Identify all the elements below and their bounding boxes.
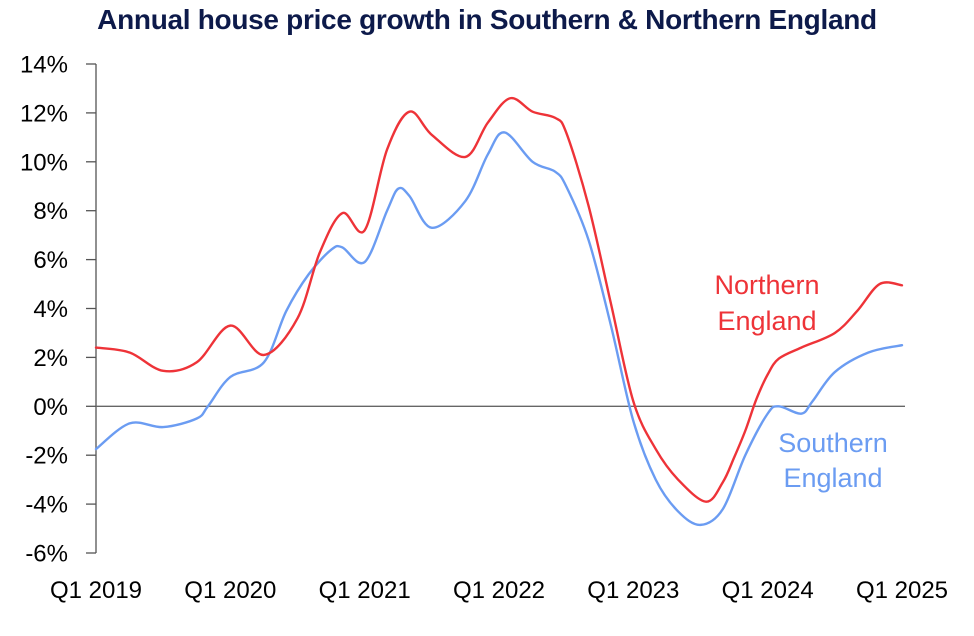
y-tick-label: 4% [33, 296, 68, 323]
x-tick-label: Q1 2024 [722, 577, 814, 604]
series-line-northern-england [94, 96, 904, 503]
series-group [94, 96, 904, 527]
series-label-southern-england: England [783, 463, 882, 493]
y-tick-label: -2% [25, 443, 68, 470]
y-tick-label: 8% [33, 198, 68, 225]
y-tick-label: 14% [20, 52, 68, 79]
y-tick-label: -6% [25, 541, 68, 568]
y-tick-label: -4% [25, 492, 68, 519]
y-axis: 14% 12% 10% 8% 6% 4% 2% 0% -2% -4% -6% [20, 52, 97, 568]
x-tick-label: Q1 2023 [587, 577, 679, 604]
x-tick-label: Q1 2019 [50, 577, 142, 604]
y-tick-label: 2% [33, 345, 68, 372]
x-tick-label: Q1 2025 [856, 577, 948, 604]
series-label-southern-england: Southern [778, 428, 888, 458]
y-tick-label: 12% [20, 100, 68, 127]
series-line-southern-england [94, 131, 904, 527]
series-label-northern-england: England [717, 306, 816, 336]
x-axis: Q1 2019 Q1 2020 Q1 2021 Q1 2022 Q1 2023 Q1 20… [50, 577, 948, 604]
y-tick-label: 0% [33, 394, 68, 421]
y-tick-label: 6% [33, 247, 68, 274]
x-tick-label: Q1 2022 [453, 577, 545, 604]
series-label-northern-england: Northern [714, 270, 819, 300]
x-tick-label: Q1 2020 [184, 577, 276, 604]
y-tick-label: 10% [20, 149, 68, 176]
chart-title: Annual house price growth in Southern & … [97, 4, 877, 35]
series-labels: Northern England Southern England [714, 270, 887, 493]
x-tick-label: Q1 2021 [319, 577, 411, 604]
